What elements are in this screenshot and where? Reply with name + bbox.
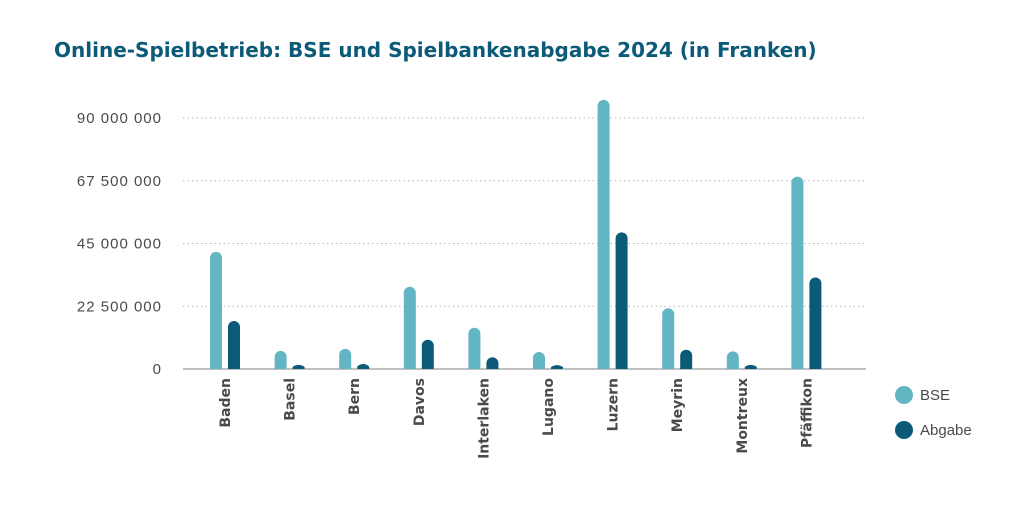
x-category-label: Lugano [541,378,557,436]
bar-abgabe-bern [357,363,370,369]
x-category-label: Interlaken [476,378,492,459]
x-category-label: Montreux [735,378,751,454]
bar-bse-luzern [597,99,610,369]
bar-bse-interlaken [468,327,481,369]
bar-abgabe-davos [421,339,434,369]
bar-bse-bern [339,348,352,369]
y-tick-label: 0 [153,361,162,378]
bar-abgabe-baden [228,321,240,369]
bar-abgabe-lugano [551,365,563,369]
bar-abgabe-basel [292,364,305,369]
x-category-label: Davos [412,378,428,426]
y-tick-label: 45 000 000 [77,236,162,253]
bars [210,99,822,369]
chart-title: Online-Spielbetrieb: BSE und Spielbanken… [54,38,817,62]
x-category-label: Luzern [606,378,622,431]
legend-label-bse: BSE [920,387,950,404]
bar-bse-meyrin [662,308,675,369]
bar-abgabe-luzern [615,232,628,369]
y-tick-label: 67 500 000 [77,173,162,190]
bar-bse-baden [210,251,222,369]
legend: BSE Abgabe [895,386,972,439]
bar-abgabe-montreux [744,364,757,369]
legend-swatch-bse [895,386,913,404]
x-axis-categories: Baden Basel Bern Davos Interlaken Lugano Luzer… [218,378,815,459]
bar-abgabe-interlaken [486,357,499,369]
bar-bse-pfaffikon [791,176,804,369]
x-category-label: Baden [218,378,234,428]
legend-swatch-abgabe [895,421,913,439]
x-category-label: Basel [283,378,299,421]
x-category-label: Bern [347,378,363,415]
gridlines [183,117,866,307]
x-category-label: Pfäffikon [799,378,815,448]
legend-label-abgabe: Abgabe [920,422,972,439]
y-tick-label: 22 500 000 [77,298,162,315]
bar-bse-montreux [726,351,739,369]
bar-bse-davos [403,286,416,369]
y-tick-label: 90 000 000 [77,110,162,127]
bar-abgabe-pfaffikon [809,277,822,369]
bar-abgabe-meyrin [680,349,693,369]
x-category-label: Meyrin [670,378,686,432]
y-axis-ticks: 0 22 500 000 45 000 000 67 500 000 90 000 00… [77,110,162,378]
bar-bse-lugano [533,351,545,369]
bar-bse-basel [274,350,287,369]
